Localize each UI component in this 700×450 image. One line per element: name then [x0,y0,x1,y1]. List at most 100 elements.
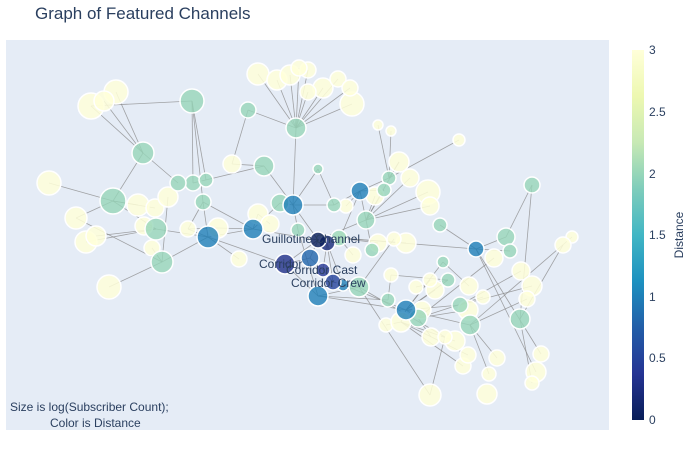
colorbar-title: Distance [672,211,686,258]
graph-node[interactable] [315,262,331,278]
graph-edge [317,295,389,301]
graph-node[interactable] [96,274,122,300]
graph-node[interactable] [36,170,62,196]
graph-edge [388,130,392,179]
graph-node[interactable] [260,214,280,234]
graph-edge [358,286,431,396]
graph-node[interactable] [532,345,550,363]
graph-node[interactable] [290,222,306,238]
graph-edge [475,248,542,355]
colorbar-tick-0-5: 0.5 [649,351,666,365]
graph-node[interactable] [253,155,275,177]
graph-node[interactable] [380,292,396,308]
graph-node[interactable] [307,285,329,307]
graph-node[interactable] [395,299,417,321]
graph-node[interactable] [239,101,257,119]
graph-node[interactable] [299,83,317,101]
graph-node[interactable] [502,243,518,259]
graph-node[interactable] [246,62,270,86]
graph-node[interactable] [408,279,424,295]
graph-node[interactable] [329,70,347,88]
graph-node[interactable] [300,248,320,268]
graph-node[interactable] [179,220,197,238]
graph-node[interactable] [274,253,296,275]
graph-node[interactable] [422,272,438,288]
graph-node[interactable] [496,227,516,247]
graph-node[interactable] [554,236,572,254]
graph-node[interactable] [290,59,308,77]
graph-node[interactable] [64,206,88,230]
colorbar-tick-1: 1 [649,290,656,304]
graph-node[interactable] [451,296,469,314]
graph-edge [292,127,297,206]
graph-node[interactable] [194,193,212,211]
graph-node[interactable] [198,172,214,188]
colorbar-tick-3: 3 [649,43,656,57]
graph-node[interactable] [93,90,115,112]
graph-node[interactable] [484,248,504,268]
graph-node[interactable] [364,242,380,258]
graph-node[interactable] [144,217,168,241]
graph-node[interactable] [350,181,370,201]
graph-node[interactable] [459,276,479,296]
graph-node[interactable] [326,197,342,213]
graph-edge [377,124,390,179]
graph-edge [295,87,351,129]
graph-node[interactable] [309,231,327,249]
graph-node[interactable] [432,217,448,233]
graph-node[interactable] [99,187,127,215]
graph-node[interactable] [418,383,442,407]
graph-node[interactable] [285,117,307,139]
size-note-line-1: Size is log(Subscriber Count); [10,400,169,414]
chart-title: Graph of Featured Channels [35,4,251,23]
graph-node[interactable] [131,141,155,165]
graph-node[interactable] [437,329,453,345]
graph-node[interactable] [475,289,491,305]
colorbar-tick-2-5: 2.5 [649,105,666,119]
graph-node[interactable] [488,349,506,367]
graph-node[interactable] [312,163,324,175]
node-label-corridor-crew: Corridor Crew [291,276,366,290]
graph-node[interactable] [400,168,420,188]
graph-node[interactable] [344,246,362,264]
graph-node[interactable] [452,133,466,147]
colorbar [632,50,644,420]
graph-node[interactable] [388,151,410,173]
graph-node[interactable] [150,250,174,274]
graph-node[interactable] [467,240,485,258]
graph-node[interactable] [481,366,497,382]
graph-node[interactable] [436,255,450,269]
graph-node[interactable] [459,314,481,336]
graph-node[interactable] [85,225,107,247]
graph-node[interactable] [282,194,304,216]
graph-node[interactable] [420,196,440,216]
graph-node[interactable] [184,174,202,192]
graph-node[interactable] [222,154,242,174]
graph-node[interactable] [385,125,397,137]
graph-node[interactable] [169,174,187,192]
graph-node[interactable] [341,79,359,97]
graph-node[interactable] [324,273,342,291]
graph-node[interactable] [459,346,477,364]
graph-node[interactable] [440,272,456,288]
graph-node[interactable] [509,308,531,330]
graph-node[interactable] [383,267,399,283]
graph-node[interactable] [376,182,392,198]
graph-node[interactable] [242,218,264,240]
graph-node[interactable] [518,290,536,308]
graph-node[interactable] [157,186,179,208]
graph-node[interactable] [386,231,402,247]
graph-edge [459,270,522,306]
graph-node[interactable] [230,250,248,268]
graph-node[interactable] [126,193,150,217]
graph-edge [390,274,449,281]
graph-node[interactable] [372,119,384,131]
graph-node[interactable] [476,383,498,405]
graph-node[interactable] [523,176,541,194]
graph-node[interactable] [511,261,531,281]
graph-node[interactable] [196,225,220,249]
graph-node[interactable] [524,375,540,391]
graph-node[interactable] [179,88,205,114]
graph-node[interactable] [356,210,376,230]
